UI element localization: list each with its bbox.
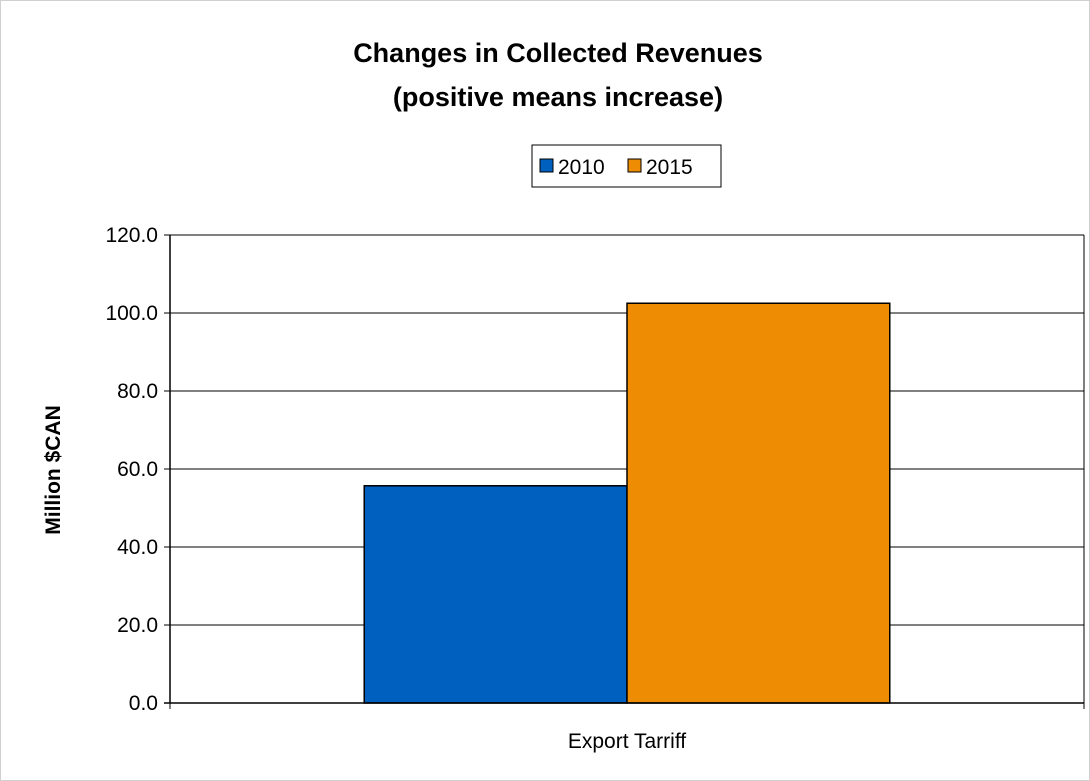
legend-box [531,144,722,188]
chart-subtitle: (positive means increase) [393,82,723,112]
y-tick-label: 60.0 [117,458,158,481]
y-tick-label: 100.0 [105,302,158,325]
chart-title: Changes in Collected Revenues [353,38,763,68]
x-tick-label: Export Tarriff [568,730,686,753]
y-tick-label: 0.0 [129,692,158,715]
y-axis-ticks: 0.0 20.0 40.0 60.0 80.0 100.0 120.0 [105,224,170,715]
legend-swatch-2015 [627,158,642,173]
bars [363,302,891,704]
y-tick-label: 40.0 [117,536,158,559]
x-axis-ticks: Export Tarriff [568,730,686,753]
legend-label-2010: 2010 [558,156,605,179]
legend-label-2015: 2015 [646,156,693,179]
axes [164,235,1085,709]
bar-2010 [363,485,628,704]
legend-swatch-2010 [539,158,554,173]
y-tick-label: 80.0 [117,380,158,403]
y-tick-label: 20.0 [117,614,158,637]
legend: 2010 2015 [531,144,722,188]
bar-2015 [626,302,891,704]
y-axis-label: Million $CAN [42,405,65,535]
y-tick-label: 120.0 [105,224,158,247]
